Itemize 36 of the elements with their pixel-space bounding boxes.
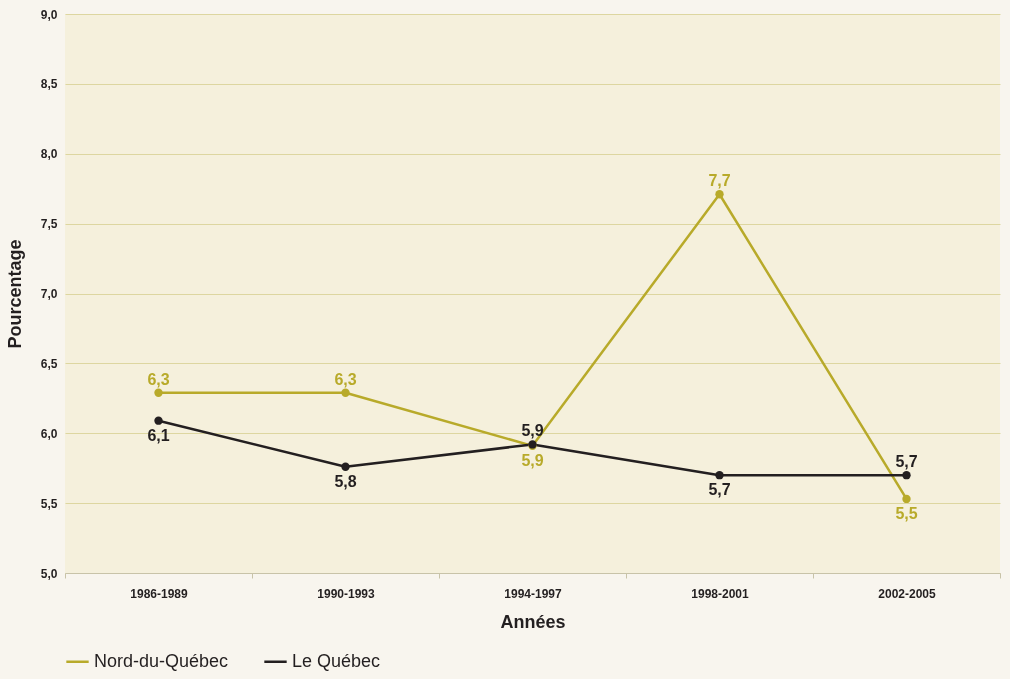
y-tick-label: 6,5: [40, 356, 58, 371]
data-label: 6,3: [147, 370, 170, 388]
data-label: 6,1: [147, 426, 170, 444]
x-tick-label: 1998-2001: [691, 586, 750, 601]
data-label: 5,7: [708, 481, 731, 499]
point: [902, 494, 911, 504]
y-tick-label: 5,5: [40, 496, 58, 511]
x-tick-label: 1994-1997: [504, 586, 563, 601]
point: [154, 416, 163, 425]
point: [902, 471, 911, 480]
point: [154, 388, 163, 397]
x-axis-title: Années: [500, 611, 566, 632]
point: [341, 388, 350, 397]
y-tick-label: 9,0: [40, 7, 58, 22]
data-label: 5,9: [521, 422, 544, 440]
point: [715, 190, 724, 199]
y-tick-label: 7,0: [40, 287, 58, 301]
point: [715, 471, 724, 480]
y-axis-title: Pourcentage: [4, 239, 25, 349]
y-tick-label: 8,5: [40, 77, 58, 92]
legend-label: Le Québec: [292, 650, 381, 671]
data-label: 7,7: [708, 172, 731, 190]
point: [341, 462, 350, 471]
y-tick-label: 5,0: [40, 566, 58, 581]
y-tick-label: 8,0: [40, 147, 58, 162]
data-label: 5,7: [895, 453, 918, 471]
data-label: 6,3: [334, 370, 357, 388]
x-tick-label: 2002-2005: [878, 586, 937, 601]
x-tick-label: 1986-1989: [130, 586, 189, 601]
legend-label: Nord-du-Québec: [94, 650, 229, 671]
y-tick-label: 6,0: [40, 426, 58, 441]
y-tick-label: 7,5: [40, 217, 58, 232]
data-label: 5,9: [521, 451, 544, 469]
data-label: 5,5: [895, 504, 918, 522]
x-tick-label: 1990-1993: [317, 586, 376, 601]
data-label: 5,8: [334, 472, 357, 490]
